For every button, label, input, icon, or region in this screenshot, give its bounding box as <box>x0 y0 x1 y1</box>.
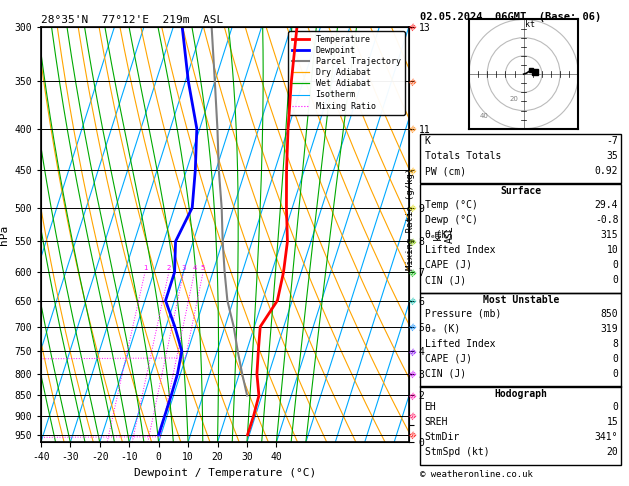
Text: Mixing Ratio (g/kg): Mixing Ratio (g/kg) <box>406 168 415 270</box>
Text: 20: 20 <box>510 96 519 103</box>
Text: CAPE (J): CAPE (J) <box>425 260 472 270</box>
Text: ≋: ≋ <box>407 75 420 87</box>
Text: CIN (J): CIN (J) <box>425 275 465 285</box>
Text: kt: kt <box>525 20 535 29</box>
Text: Most Unstable: Most Unstable <box>482 295 559 305</box>
Text: 341°: 341° <box>595 433 618 442</box>
Text: StmSpd (kt): StmSpd (kt) <box>425 448 489 457</box>
Text: Dewp (°C): Dewp (°C) <box>425 215 477 225</box>
Text: ≋: ≋ <box>407 266 420 278</box>
Text: Pressure (mb): Pressure (mb) <box>425 309 501 318</box>
Text: Hodograph: Hodograph <box>494 389 547 399</box>
Text: 0: 0 <box>613 275 618 285</box>
Text: Temp (°C): Temp (°C) <box>425 200 477 209</box>
Text: 4: 4 <box>192 264 197 271</box>
Text: ≋: ≋ <box>407 294 420 307</box>
Text: 850: 850 <box>601 309 618 318</box>
Text: 2: 2 <box>167 264 171 271</box>
Text: ≋: ≋ <box>407 122 420 135</box>
Text: CIN (J): CIN (J) <box>425 369 465 379</box>
Text: ≋: ≋ <box>407 201 420 214</box>
Text: 0.92: 0.92 <box>595 166 618 176</box>
Text: ≋: ≋ <box>407 409 420 422</box>
Text: 15: 15 <box>606 417 618 427</box>
Text: 10: 10 <box>606 245 618 255</box>
Text: 40: 40 <box>480 113 489 119</box>
Text: ≋: ≋ <box>407 429 420 441</box>
Text: ≋: ≋ <box>407 345 420 358</box>
Text: -0.8: -0.8 <box>595 215 618 225</box>
Text: ≋: ≋ <box>407 235 420 248</box>
Text: 315: 315 <box>601 230 618 240</box>
Text: Totals Totals: Totals Totals <box>425 151 501 161</box>
Text: © weatheronline.co.uk: © weatheronline.co.uk <box>420 469 533 479</box>
Text: -7: -7 <box>606 136 618 146</box>
Text: 1: 1 <box>143 264 147 271</box>
Text: ≋: ≋ <box>407 320 420 333</box>
Text: ≋: ≋ <box>407 367 420 381</box>
Text: 8: 8 <box>613 339 618 348</box>
Y-axis label: km
ASL: km ASL <box>433 226 455 243</box>
Text: 02.05.2024  06GMT  (Base: 06): 02.05.2024 06GMT (Base: 06) <box>420 12 601 22</box>
Text: EH: EH <box>425 402 437 412</box>
Text: 29.4: 29.4 <box>595 200 618 209</box>
Text: ≋: ≋ <box>407 389 420 402</box>
Text: Lifted Index: Lifted Index <box>425 245 495 255</box>
Text: θₑ(K): θₑ(K) <box>425 230 454 240</box>
Text: 3: 3 <box>181 264 186 271</box>
Text: CAPE (J): CAPE (J) <box>425 354 472 364</box>
Text: SREH: SREH <box>425 417 448 427</box>
Text: 0: 0 <box>613 369 618 379</box>
X-axis label: Dewpoint / Temperature (°C): Dewpoint / Temperature (°C) <box>134 468 316 478</box>
Text: ≋: ≋ <box>407 20 420 33</box>
Text: 20: 20 <box>606 448 618 457</box>
Text: K: K <box>425 136 430 146</box>
Text: 0: 0 <box>613 354 618 364</box>
Legend: Temperature, Dewpoint, Parcel Trajectory, Dry Adiabat, Wet Adiabat, Isotherm, Mi: Temperature, Dewpoint, Parcel Trajectory… <box>288 31 404 115</box>
Text: 0: 0 <box>613 260 618 270</box>
Text: 0: 0 <box>613 402 618 412</box>
Text: θₑ (K): θₑ (K) <box>425 324 460 333</box>
Text: 5: 5 <box>201 264 205 271</box>
Text: 28°35'N  77°12'E  219m  ASL: 28°35'N 77°12'E 219m ASL <box>41 15 223 25</box>
Text: PW (cm): PW (cm) <box>425 166 465 176</box>
Text: 35: 35 <box>606 151 618 161</box>
Text: Lifted Index: Lifted Index <box>425 339 495 348</box>
Text: 319: 319 <box>601 324 618 333</box>
Text: Surface: Surface <box>500 186 542 196</box>
Text: StmDir: StmDir <box>425 433 460 442</box>
Text: ≋: ≋ <box>407 164 420 177</box>
Y-axis label: hPa: hPa <box>0 225 9 244</box>
